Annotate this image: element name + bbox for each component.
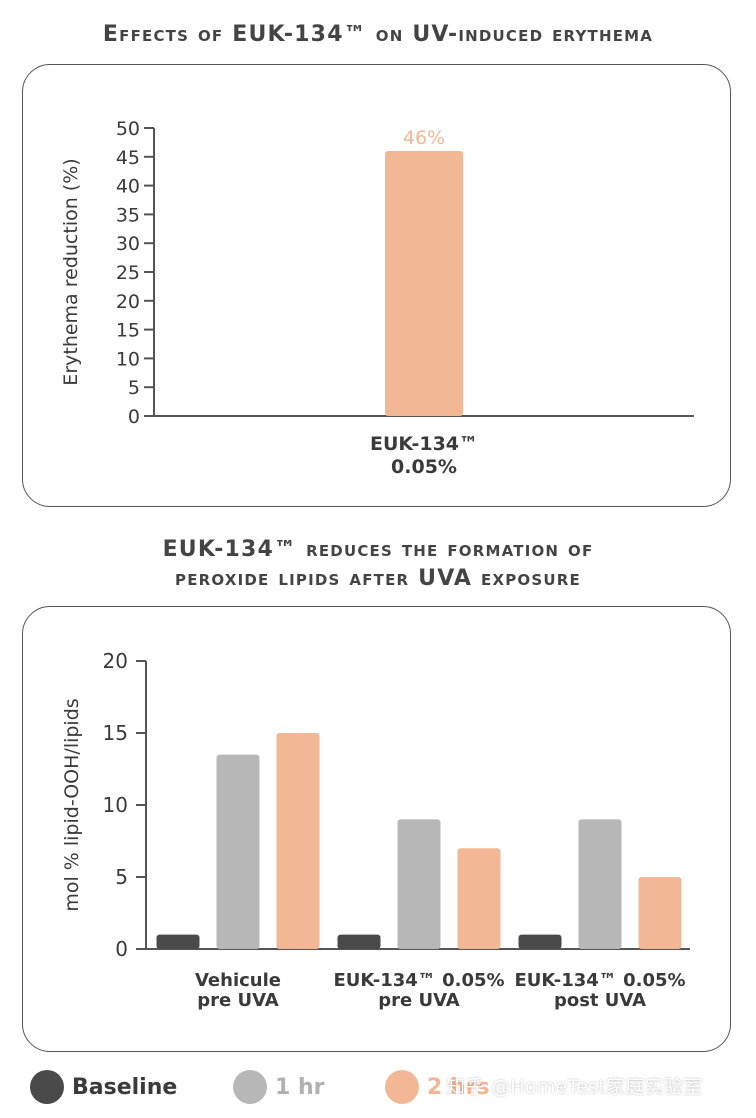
legend-swatch-baseline [30, 1070, 64, 1104]
chart1-data-label: 46% [403, 127, 445, 149]
chart1-y-tick-label: 0 [128, 406, 140, 428]
chart1-title: Effects of EUK-134™ on UV-induced erythe… [102, 22, 654, 47]
chart2-x-tick-label: Vehicule [195, 970, 281, 991]
chart2-y-tick-label: 0 [115, 937, 128, 961]
chart2-x-tick-label: post UVA [554, 990, 646, 1011]
chart2-x-tick-label: pre UVA [378, 990, 460, 1011]
chart2-bar-2-hrs [276, 733, 320, 949]
chart1-y-tick-label: 20 [116, 291, 140, 313]
chart2-panel [22, 606, 731, 1052]
chart1-panel [22, 64, 731, 507]
chart1-x-tick-label: EUK-134™ [370, 433, 478, 455]
chart1-y-tick-label: 30 [116, 233, 140, 255]
chart2-bar-1-hr [397, 819, 441, 949]
legend: Baseline 1 hr 2 hrs [30, 1070, 730, 1110]
chart1-y-tick-label: 40 [116, 176, 140, 198]
chart1-y-tick-label: 35 [116, 204, 140, 226]
chart1-y-tick-label: 25 [116, 262, 140, 284]
chart2-bar-2-hrs [638, 877, 682, 949]
chart1-x-tick-label: 0.05% [391, 456, 457, 478]
chart1-y-tick-label: 5 [128, 377, 140, 399]
chart2-bar-baseline [337, 934, 381, 949]
legend-label-1hr: 1 hr [275, 1074, 325, 1100]
chart1-y-axis-label: Erythema reduction (%) [60, 158, 82, 385]
chart2-y-tick-label: 5 [115, 865, 128, 889]
legend-label-2hrs: 2 hrs [427, 1074, 490, 1100]
chart2-bar-baseline [156, 934, 200, 949]
chart2-bar-baseline [518, 934, 562, 949]
legend-item-baseline: Baseline [30, 1070, 177, 1104]
chart2-title-line-1: EUK-134™ reduces the formation of [162, 537, 594, 562]
chart2-title-line-2: peroxide lipids after UVA exposure [175, 566, 581, 591]
legend-swatch-2hrs [385, 1070, 419, 1104]
chart2-y-tick-label: 10 [103, 793, 128, 817]
legend-swatch-1hr [233, 1070, 267, 1104]
chart2-x-tick-label: pre UVA [197, 990, 279, 1011]
chart1-y-tick-label: 15 [116, 320, 140, 342]
chart1-y-tick-label: 50 [116, 118, 140, 140]
chart2-y-axis-label: mol % lipid-OOH/lipids [61, 698, 83, 911]
chart1-bar [385, 151, 463, 417]
chart2-y-tick-label: 20 [103, 649, 128, 673]
chart2-bar-1-hr [216, 754, 260, 949]
legend-item-2hrs: 2 hrs [385, 1070, 490, 1104]
chart1-y-tick-label: 10 [116, 348, 140, 370]
chart2-x-tick-label: EUK-134™ 0.05% [333, 970, 504, 991]
chart2-bar-1-hr [578, 819, 622, 949]
watermark: 知乎 @HomeTest家庭实验室 [446, 1076, 703, 1098]
chart2-y-tick-label: 15 [103, 721, 128, 745]
legend-label-baseline: Baseline [72, 1074, 178, 1100]
chart2-title: EUK-134™ reduces the formation of peroxi… [0, 535, 756, 593]
chart1-y-tick-label: 45 [116, 147, 140, 169]
chart2-bar-2-hrs [457, 848, 501, 949]
chart2-x-tick-label: EUK-134™ 0.05% [514, 970, 685, 991]
legend-item-1hr: 1 hr [233, 1070, 324, 1104]
